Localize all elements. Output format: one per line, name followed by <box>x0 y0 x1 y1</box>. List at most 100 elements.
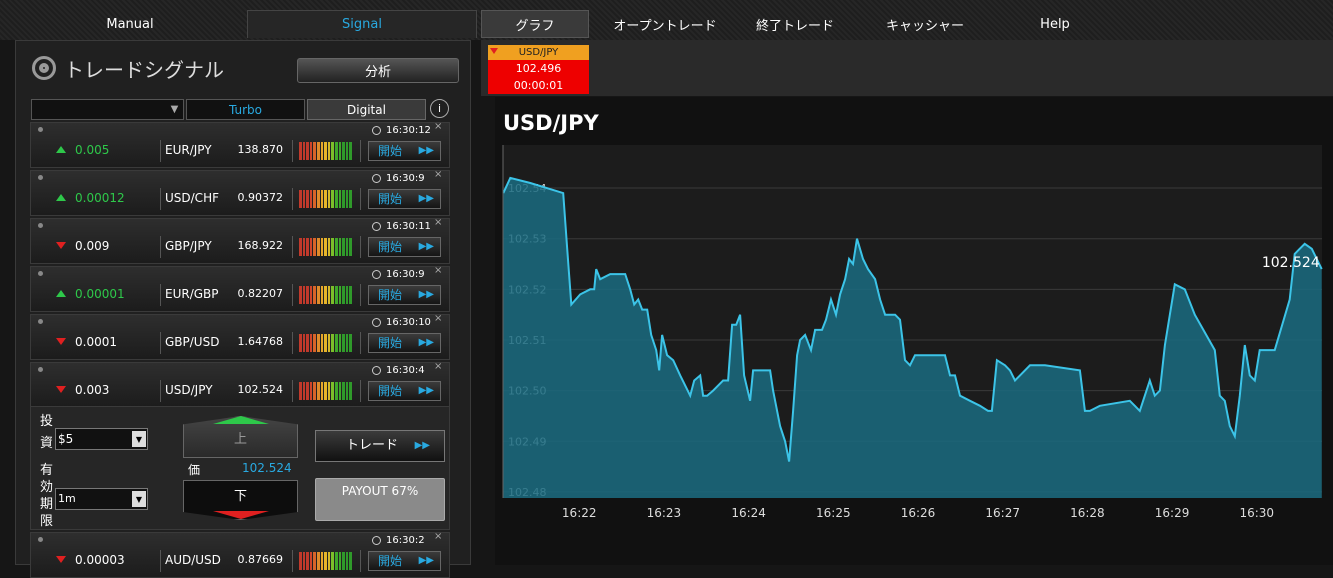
strength-bar <box>299 334 302 352</box>
strength-bar <box>349 286 352 304</box>
strength-bar <box>345 190 349 208</box>
info-icon[interactable]: i <box>430 99 449 118</box>
strength-bar <box>342 334 345 352</box>
start-button[interactable]: 開始 ▶▶ <box>368 333 441 353</box>
arrow-icon: ▶▶ <box>418 385 434 396</box>
nav-tab[interactable]: 終了トレード <box>755 18 834 34</box>
strength-bar <box>320 142 324 160</box>
select-arrow: ▼ <box>132 431 146 447</box>
strength-bar <box>317 286 320 304</box>
strength-bar <box>349 142 352 160</box>
signal-pair: EUR/JPY <box>165 143 212 157</box>
strength-bar <box>327 552 331 570</box>
start-button[interactable]: 開始 ▶▶ <box>368 237 441 257</box>
strength-bar <box>309 238 313 256</box>
status-dot <box>38 127 43 132</box>
nav-tab[interactable]: キャッシャー <box>885 18 964 34</box>
strength-bar <box>320 552 324 570</box>
strength-bar <box>317 190 320 208</box>
expiry-select[interactable]: 1m <box>55 488 148 510</box>
separator <box>292 188 293 210</box>
close-icon[interactable]: × <box>434 217 443 228</box>
filter-tab[interactable]: Digital <box>307 99 426 120</box>
start-button[interactable]: 開始 ▶▶ <box>368 285 441 305</box>
strength-bar <box>349 190 352 208</box>
close-icon[interactable]: × <box>434 313 443 324</box>
nav-tab[interactable]: Signal <box>247 10 477 38</box>
close-icon[interactable]: × <box>434 531 443 542</box>
strength-bar <box>320 190 324 208</box>
signal-price: 0.87669 <box>237 553 284 566</box>
nav-tab[interactable]: Help <box>1040 16 1070 32</box>
filter-tab[interactable]: Turbo <box>186 99 305 120</box>
strength-bar <box>331 334 334 352</box>
x-tick-label: 16:22 <box>562 506 597 520</box>
strength-bar <box>327 238 331 256</box>
nav-tab[interactable]: オープントレード <box>613 18 717 34</box>
x-tick-label: 16:30 <box>1239 506 1274 520</box>
signal-pair: USD/CHF <box>165 191 219 205</box>
nav-tab[interactable]: グラフ <box>481 10 589 38</box>
close-icon[interactable]: × <box>434 361 443 372</box>
separator <box>292 380 293 402</box>
strength-bar <box>302 552 306 570</box>
analyze-button[interactable]: 分析 <box>297 58 459 83</box>
panel-title: トレードシグナル <box>64 58 224 82</box>
strength-bar <box>299 238 302 256</box>
x-tick-label: 16:24 <box>731 506 766 520</box>
strength-bar <box>302 238 306 256</box>
amount-select[interactable]: $5 <box>55 428 148 450</box>
strength-bar <box>338 382 342 400</box>
strength-bar <box>335 286 338 304</box>
arrow-icon: ▶▶ <box>418 145 434 156</box>
x-tick-label: 16:28 <box>1070 506 1105 520</box>
signal-time: 16:30:11 <box>386 221 431 232</box>
signal-pair: GBP/JPY <box>165 239 212 253</box>
strength-bar <box>349 382 352 400</box>
signal-change: 0.009 <box>75 239 110 253</box>
dropdown-arrow: ▼ <box>170 104 179 115</box>
ticker-timer: 00:00:01 <box>488 77 589 94</box>
strength-bar <box>324 552 327 570</box>
strength-bar <box>313 190 316 208</box>
invest-label: 投資 <box>40 414 54 451</box>
strength-bar <box>335 190 338 208</box>
separator <box>292 550 293 572</box>
close-icon[interactable]: × <box>434 265 443 276</box>
status-dot <box>38 367 43 372</box>
x-tick-label: 16:23 <box>647 506 682 520</box>
status-dot <box>38 271 43 276</box>
close-icon[interactable]: × <box>434 121 443 132</box>
strength-bar <box>317 142 320 160</box>
strength-bar <box>338 190 342 208</box>
strength-bar <box>313 238 316 256</box>
strength-bar <box>320 238 324 256</box>
strength-bar <box>306 142 309 160</box>
strength-bar <box>345 334 349 352</box>
direction-arrow <box>56 146 66 153</box>
strength-bar <box>320 382 324 400</box>
trade-button[interactable]: トレード ▶▶ <box>315 430 445 462</box>
strength-bar <box>349 238 352 256</box>
start-button[interactable]: 開始 ▶▶ <box>368 189 441 209</box>
strength-bar <box>338 334 342 352</box>
down-triangle <box>213 511 269 519</box>
start-button[interactable]: 開始 ▶▶ <box>368 381 441 401</box>
filter-dropdown[interactable] <box>31 99 184 120</box>
arrow-icon: ▶▶ <box>418 289 434 300</box>
close-icon[interactable]: × <box>434 169 443 180</box>
strength-bar <box>338 286 342 304</box>
strength-bar <box>349 552 352 570</box>
start-button[interactable]: 開始 ▶▶ <box>368 141 441 161</box>
signal-time: 16:30:10 <box>386 317 431 328</box>
strength-bar <box>324 286 327 304</box>
nav-tab[interactable]: Manual <box>106 16 154 32</box>
strength-bar <box>306 190 309 208</box>
separator <box>160 380 161 402</box>
strength-bar <box>324 190 327 208</box>
line <box>502 176 1323 462</box>
direction-arrow <box>56 242 66 249</box>
clock-icon <box>372 270 381 279</box>
ticker-pair[interactable]: USD/JPY <box>488 45 589 60</box>
clock-icon <box>372 318 381 327</box>
